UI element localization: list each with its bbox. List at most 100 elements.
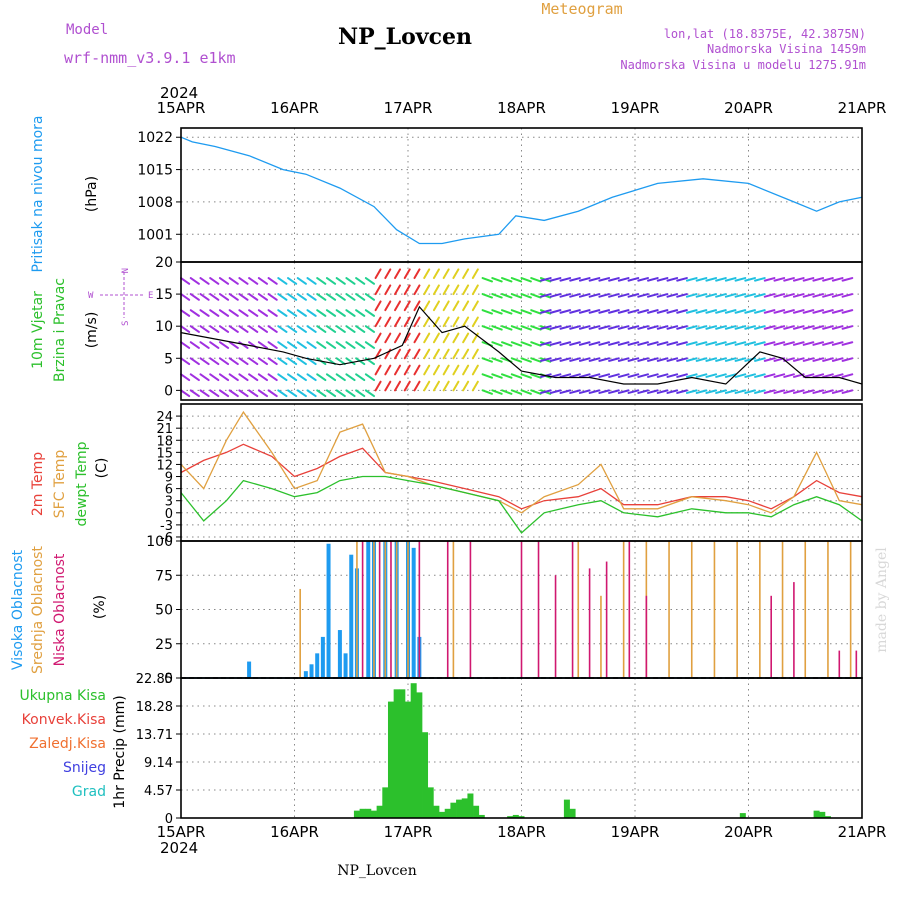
wind-barb	[228, 341, 239, 349]
temp-ylabel-2: SFC Temp	[52, 450, 68, 519]
wind-barb	[754, 389, 766, 394]
wind-barb	[432, 268, 440, 280]
wind-barb	[267, 373, 278, 382]
wind-barb	[773, 389, 786, 394]
low-cloud-bar	[418, 541, 421, 678]
wind-barb	[627, 357, 640, 362]
wind-barb	[199, 373, 210, 382]
wind-barb	[812, 277, 825, 282]
y-tick-label: 20	[155, 255, 173, 271]
time-label-bottom: 16APR	[270, 823, 319, 841]
temp2m-line	[180, 443, 863, 510]
wind-barb	[608, 389, 620, 394]
wind-barb	[384, 364, 392, 376]
y-tick-label: 18.28	[136, 700, 173, 715]
pressure-panel: 1001 1008 1015 1022	[137, 130, 863, 245]
wind-barb	[792, 389, 805, 394]
wind-barb	[423, 348, 431, 360]
mid-cloud-bar	[804, 541, 807, 678]
cloud-ylabel-1: Visoka Oblacnost	[10, 549, 26, 670]
wind-barb	[685, 293, 698, 298]
mid-cloud-bar	[849, 541, 852, 678]
wind-barb	[540, 309, 552, 314]
wind-barb	[588, 309, 601, 314]
wind-barb	[510, 293, 523, 299]
wind-barb	[822, 277, 834, 282]
precip-ylabel: 1hr Precip (mm)	[112, 695, 128, 808]
wind-barb	[364, 277, 376, 285]
wind-barb	[481, 325, 493, 331]
wind-barb	[530, 309, 542, 315]
wind-barb	[364, 373, 376, 382]
wind-barb	[812, 389, 825, 394]
wind-barb	[695, 341, 708, 346]
wind-barb	[627, 341, 640, 346]
time-label-top: 20APR	[724, 99, 773, 117]
wind-barb	[792, 341, 805, 346]
wind-barb	[413, 300, 421, 312]
wind-barb	[374, 380, 382, 392]
wind-barb	[734, 341, 747, 346]
wind-barb	[588, 357, 601, 362]
wind-barb	[374, 268, 382, 280]
wind-barb	[355, 293, 366, 301]
wind-barb	[462, 284, 470, 296]
y-tick-label: 18	[156, 434, 173, 449]
precip-bar	[473, 805, 480, 818]
wind-barb	[715, 341, 727, 346]
wind-barb	[180, 357, 191, 366]
wind-barb	[228, 325, 239, 333]
compass-east: E	[148, 291, 153, 301]
wind-barb	[228, 309, 239, 317]
wind-barb	[257, 341, 269, 349]
y-tick-label: 4.57	[144, 784, 173, 799]
wind-barb	[617, 389, 630, 394]
wind-barb	[569, 309, 581, 314]
mid-cloud-bar	[384, 541, 387, 678]
precip-bar	[405, 701, 411, 818]
wind-barb	[296, 277, 307, 285]
wind-barb	[773, 373, 786, 378]
wind-barb	[569, 357, 581, 362]
wind-barb	[715, 309, 727, 314]
wind-barb	[287, 341, 298, 349]
wind-barb	[831, 341, 844, 346]
wind-barb	[637, 357, 649, 362]
wind-barb	[831, 293, 844, 298]
wind-barb	[802, 357, 815, 362]
wind-barb	[248, 277, 259, 285]
wind-barb	[248, 357, 259, 366]
wind-barb	[462, 364, 470, 376]
wind-barb	[403, 332, 411, 344]
wind-barb	[345, 389, 356, 398]
wind-barb	[598, 277, 611, 282]
wind-barb	[423, 380, 431, 392]
wind-barb	[520, 341, 532, 347]
wind-barb	[364, 325, 376, 333]
wind-barb	[491, 325, 503, 331]
wind-barb	[763, 277, 776, 282]
wind-barb	[462, 300, 470, 312]
wind-barb	[423, 300, 431, 312]
wind-barb	[627, 277, 640, 282]
wind-barb	[637, 293, 649, 298]
wind-barb	[520, 293, 532, 299]
wind-barb	[335, 309, 346, 317]
wind-barb	[569, 341, 581, 346]
wind-barb	[724, 293, 737, 298]
wind-barb	[316, 277, 327, 285]
wind-barb	[355, 325, 366, 333]
wind-barb	[734, 293, 747, 298]
wind-barb	[218, 341, 230, 349]
wind-barb	[413, 364, 421, 376]
mid-cloud-bar	[781, 541, 784, 678]
wind-barb	[413, 268, 421, 280]
low-cloud-bar	[571, 541, 574, 678]
wind-barb	[520, 309, 532, 315]
dewpt-line	[180, 475, 863, 534]
wind-barb	[705, 357, 718, 362]
wind-barb	[598, 293, 611, 298]
wind-barb	[510, 325, 523, 331]
